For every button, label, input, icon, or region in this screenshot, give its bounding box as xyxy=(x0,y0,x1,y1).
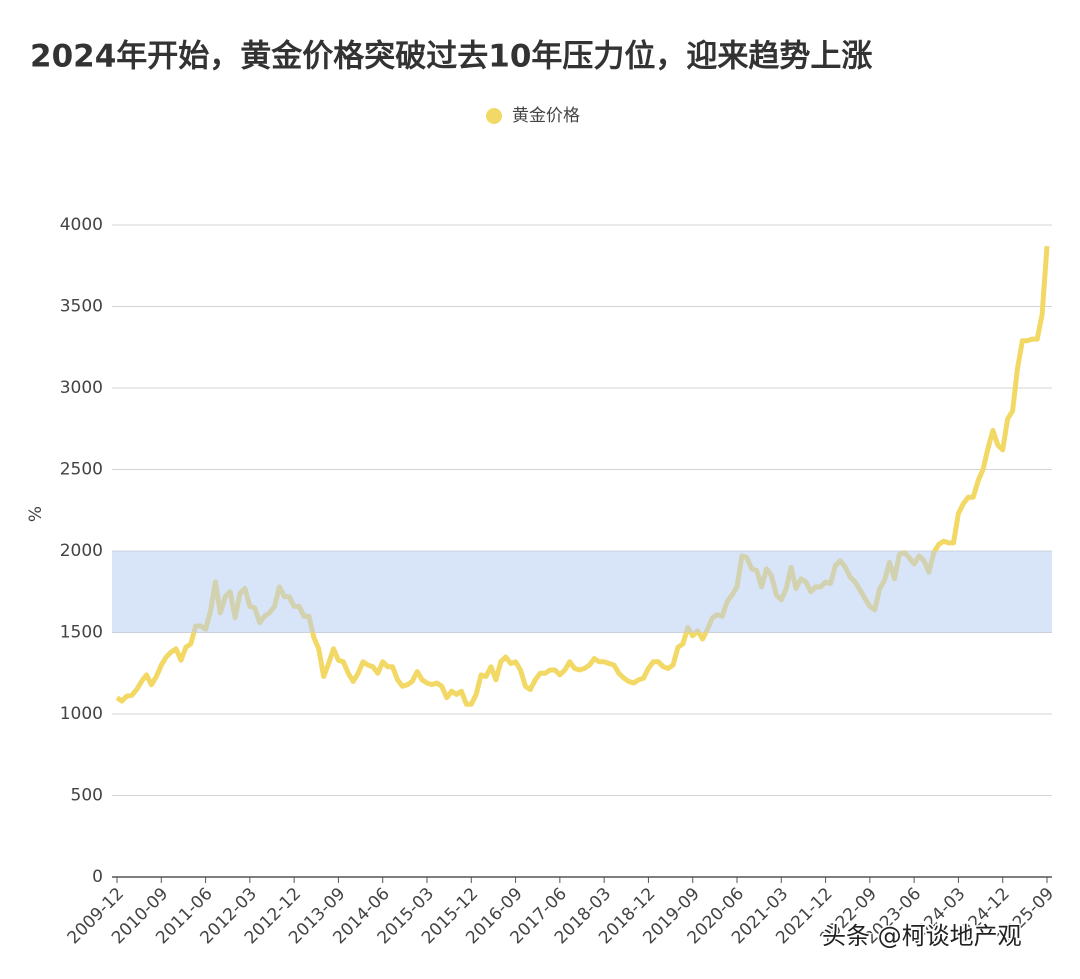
highlight-band xyxy=(112,551,1052,633)
y-tick-label: 4000 xyxy=(60,215,103,235)
chart-title: 2024年开始，黄金价格突破过去10年压力位，迎来趋势上涨 xyxy=(30,39,872,75)
y-tick-label: 1500 xyxy=(60,623,103,643)
y-tick-label: 500 xyxy=(71,786,103,806)
y-tick-label: 2000 xyxy=(60,541,103,561)
y-tick-label: 3500 xyxy=(60,297,103,317)
y-tick-label: 2500 xyxy=(60,460,103,480)
y-tick-label: 3000 xyxy=(60,378,103,398)
legend-marker xyxy=(486,108,502,124)
legend-label: 黄金价格 xyxy=(512,106,580,126)
y-tick-label: 1000 xyxy=(60,704,103,724)
watermark: 头条 @柯谈地产观 xyxy=(822,922,1022,950)
y-tick-label: 0 xyxy=(92,867,103,887)
line-series xyxy=(115,246,1050,707)
y-axis-label: % xyxy=(26,506,46,522)
